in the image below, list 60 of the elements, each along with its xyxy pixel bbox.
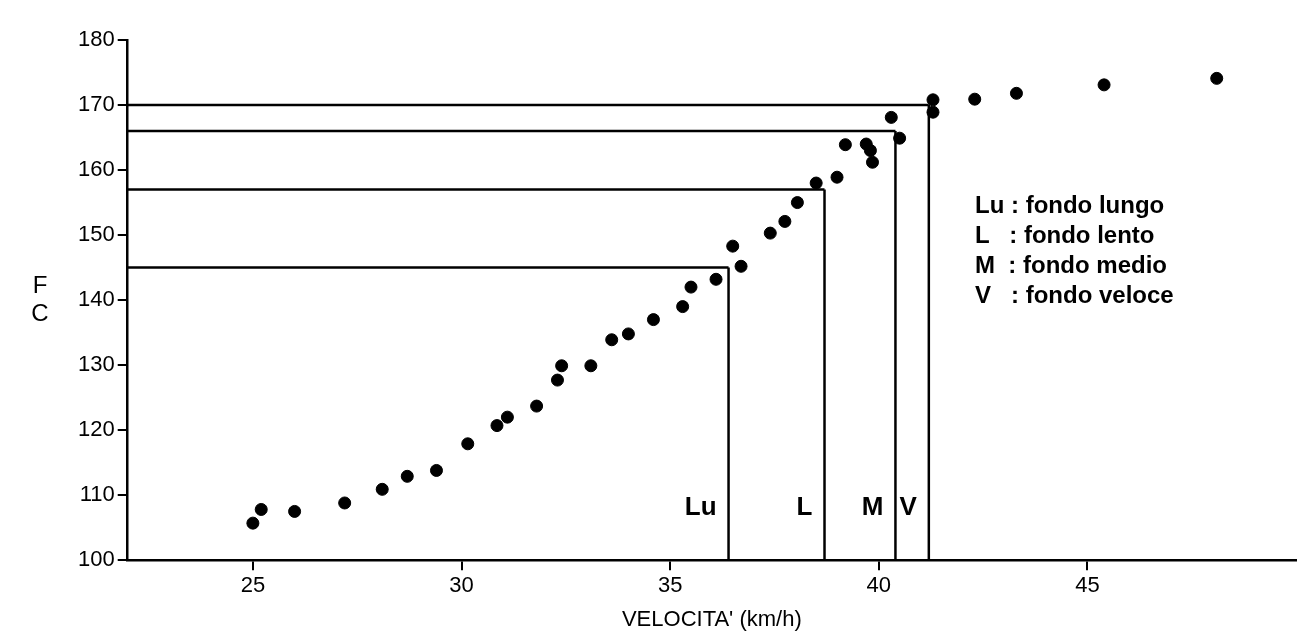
point <box>1210 71 1224 85</box>
point <box>490 419 504 433</box>
point <box>838 138 852 152</box>
y-tick-label: 160 <box>77 156 115 182</box>
point <box>646 313 660 327</box>
point <box>429 463 443 477</box>
point <box>461 437 475 451</box>
point <box>734 259 748 273</box>
point <box>830 170 844 184</box>
ref-line-label: Lu <box>684 491 717 522</box>
point <box>1097 78 1111 92</box>
point <box>500 410 514 424</box>
point <box>621 327 635 341</box>
point <box>530 399 544 413</box>
point <box>1009 86 1023 100</box>
point <box>763 226 777 240</box>
point <box>254 502 268 516</box>
annotation: Lu : fondo lungo <box>975 190 1166 220</box>
annotation: V : fondo veloce <box>975 280 1174 310</box>
point <box>726 239 740 253</box>
x-tick-label: 25 <box>240 572 266 598</box>
point <box>400 469 414 483</box>
ref-line-label: V <box>899 491 918 522</box>
ref-line-label: M <box>861 491 884 522</box>
x-tick-label: 40 <box>866 572 891 598</box>
y-tick-label: 120 <box>77 416 115 442</box>
point <box>605 333 619 347</box>
point <box>676 300 690 314</box>
point <box>550 373 564 387</box>
point <box>709 272 723 286</box>
point <box>865 155 879 169</box>
point <box>790 196 804 210</box>
point <box>288 504 302 518</box>
annotation: M : fondo medio <box>975 250 1168 280</box>
point <box>863 144 877 158</box>
point <box>246 516 260 530</box>
y-tick-label: 110 <box>79 481 115 507</box>
point <box>338 496 352 510</box>
point <box>584 359 598 373</box>
point <box>926 93 940 107</box>
point <box>778 214 792 228</box>
point <box>968 92 982 106</box>
point <box>884 110 898 124</box>
x-tick-label: 30 <box>449 572 474 598</box>
point <box>809 176 823 190</box>
ref-line-label: L <box>796 491 813 522</box>
point <box>684 280 698 294</box>
x-tick-label: 35 <box>657 572 683 598</box>
y-tick-label: 170 <box>77 91 115 117</box>
x-axis-title: VELOCITA' (km/h) <box>621 605 802 631</box>
y-axis-title: FC <box>31 270 49 326</box>
point <box>555 359 569 373</box>
y-tick-label: 150 <box>77 221 115 247</box>
annotation: L : fondo lento <box>975 220 1156 250</box>
y-tick-label: 140 <box>77 286 115 312</box>
x-tick-label: 45 <box>1075 572 1100 598</box>
y-tick-label: 130 <box>77 351 115 377</box>
point <box>375 482 389 496</box>
y-tick-label: 180 <box>77 26 115 52</box>
y-tick-label: 100 <box>77 546 115 572</box>
